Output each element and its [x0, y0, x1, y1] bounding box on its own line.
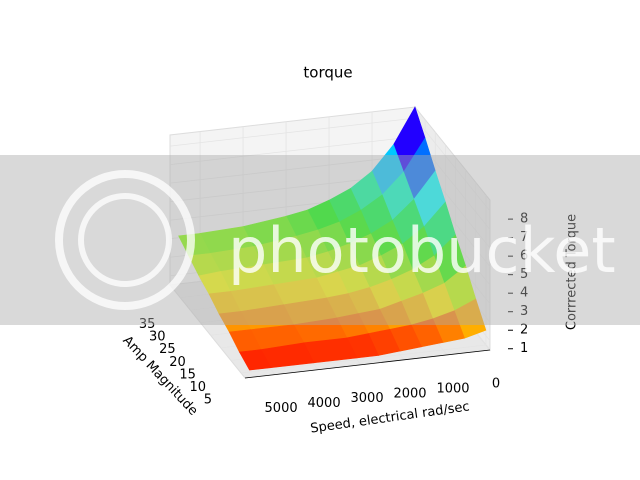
z-axis-label: Corrrected Torque: [565, 214, 580, 330]
x-tick-label: 5000: [265, 401, 298, 416]
chart-title: torque: [303, 64, 352, 82]
watermark: photobucket: [0, 155, 640, 325]
x-tick-label: 1000: [436, 381, 469, 396]
z-tick-label: 7: [520, 230, 528, 245]
z-tick-label: 1: [520, 341, 528, 356]
grid-line: [169, 117, 416, 147]
z-tick-label: 2: [520, 323, 528, 338]
y-tick-label: 5: [204, 392, 212, 407]
grid-line: [414, 117, 491, 212]
x-tick-label: 3000: [351, 391, 384, 406]
x-axis-line: [244, 349, 491, 379]
z-tick-label: 8: [520, 212, 528, 227]
y-tick-label: 20: [169, 355, 186, 370]
surface: [178, 106, 487, 371]
watermark-logo: [78, 193, 172, 287]
watermark-logo: [55, 170, 195, 310]
grid-line: [240, 344, 486, 374]
grid-line: [169, 154, 416, 184]
y-tick-label: 10: [190, 380, 207, 395]
x-tick-label: 2000: [393, 386, 426, 401]
z-tick-label: 5: [520, 267, 528, 282]
watermark-band: [0, 155, 640, 325]
x-tick-label: 4000: [308, 396, 341, 411]
tick-labels: 0100020003000400050005101520253035123456…: [139, 212, 528, 416]
y-tick-label: 25: [159, 342, 176, 357]
x-tick-label: 0: [492, 377, 500, 392]
z-tick-label: 6: [520, 249, 528, 264]
z-tick-label: 4: [520, 286, 528, 301]
surface-patch: [238, 349, 272, 371]
y-tick-label: 35: [139, 317, 156, 332]
watermark-text: photobucket: [228, 214, 616, 287]
y-tick-label: 30: [149, 330, 166, 345]
grid-line: [169, 136, 416, 166]
z-tick-label: 3: [520, 304, 528, 319]
y-tick-label: 15: [179, 367, 196, 382]
